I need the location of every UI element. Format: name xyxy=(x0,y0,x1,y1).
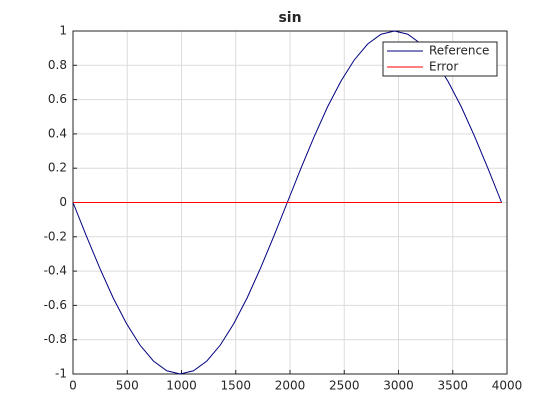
x-tick-label: 2000 xyxy=(275,379,306,393)
y-tick-label: -0.6 xyxy=(44,298,67,312)
y-tick-label: 0.6 xyxy=(48,92,67,106)
x-tick-label: 4000 xyxy=(492,379,523,393)
legend-box xyxy=(382,41,498,77)
legend-label: Error xyxy=(429,60,458,74)
y-tick-label: -0.4 xyxy=(44,264,67,278)
x-tick-label: 1500 xyxy=(220,379,251,393)
y-tick-label: 0.4 xyxy=(48,126,67,140)
x-tick-label: 500 xyxy=(116,379,139,393)
x-tick-label: 3500 xyxy=(437,379,468,393)
y-tick-label: 1 xyxy=(59,24,67,38)
x-tick-label: 3000 xyxy=(383,379,414,393)
y-tick-label: -1 xyxy=(55,367,67,381)
y-tick-label: -0.8 xyxy=(44,332,67,346)
chart-title: sin xyxy=(278,10,301,26)
y-tick-label: 0.8 xyxy=(48,58,67,72)
y-tick-label: 0 xyxy=(59,195,67,209)
x-tick-label: 0 xyxy=(69,379,77,393)
legend-label: Reference xyxy=(429,44,489,58)
y-tick-label: -0.2 xyxy=(44,229,67,243)
x-tick-label: 2500 xyxy=(329,379,360,393)
x-tick-label: 1000 xyxy=(166,379,197,393)
y-tick-label: 0.2 xyxy=(48,161,67,175)
